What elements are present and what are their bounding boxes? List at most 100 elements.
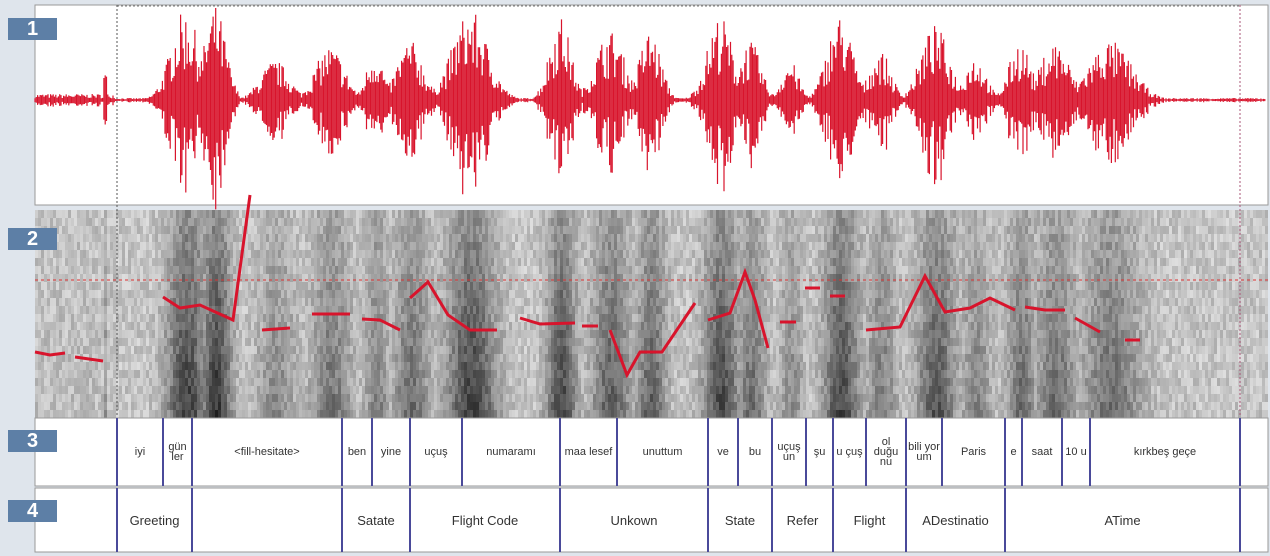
- spectrogram-cell: [65, 410, 68, 418]
- spectrogram-cell: [332, 234, 335, 242]
- spectrogram-cell: [170, 378, 173, 386]
- spectrogram-cell: [545, 218, 548, 226]
- spectrogram-cell: [74, 242, 77, 250]
- spectrogram-cell: [161, 226, 164, 234]
- spectrogram-cell: [170, 386, 173, 394]
- spectrogram-cell: [320, 322, 323, 330]
- spectrogram-cell: [524, 282, 527, 290]
- spectrogram-cell: [434, 298, 437, 306]
- spectrogram-cell: [452, 410, 455, 418]
- spectrogram-cell: [263, 314, 266, 322]
- spectrogram-cell: [65, 250, 68, 258]
- spectrogram-cell: [62, 394, 65, 402]
- spectrogram-cell: [317, 362, 320, 370]
- spectrogram-cell: [437, 410, 440, 418]
- spectrogram-cell: [269, 218, 272, 226]
- spectrogram-cell: [215, 354, 218, 362]
- spectrogram-cell: [134, 218, 137, 226]
- spectrogram-cell: [371, 242, 374, 250]
- spectrogram-cell: [590, 410, 593, 418]
- spectrogram-cell: [353, 298, 356, 306]
- spectrogram-cell: [530, 306, 533, 314]
- spectrogram-cell: [62, 242, 65, 250]
- spectrogram-cell: [428, 370, 431, 378]
- spectrogram-cell: [251, 314, 254, 322]
- spectrogram-cell: [476, 250, 479, 258]
- spectrogram-cell: [164, 250, 167, 258]
- spectrogram-cell: [89, 306, 92, 314]
- spectrogram-cell: [203, 362, 206, 370]
- spectrogram-cell: [206, 330, 209, 338]
- spectrogram-cell: [497, 266, 500, 274]
- spectrogram-cell: [494, 250, 497, 258]
- spectrogram-cell: [521, 354, 524, 362]
- spectrogram-cell: [488, 242, 491, 250]
- spectrogram-cell: [608, 218, 611, 226]
- spectrogram-cell: [500, 282, 503, 290]
- spectrogram-cell: [440, 354, 443, 362]
- spectrogram-cell: [230, 290, 233, 298]
- spectrogram-cell: [206, 290, 209, 298]
- spectrogram-cell: [374, 210, 377, 218]
- spectrogram-cell: [140, 242, 143, 250]
- spectrogram-cell: [209, 266, 212, 274]
- spectrogram-cell: [170, 314, 173, 322]
- spectrogram-cell: [167, 410, 170, 418]
- spectrogram-cell: [302, 218, 305, 226]
- spectrogram-cell: [164, 346, 167, 354]
- spectrogram-cell: [44, 258, 47, 266]
- spectrogram-cell: [59, 282, 62, 290]
- spectrogram-cell: [221, 330, 224, 338]
- spectrogram-cell: [104, 338, 107, 346]
- spectrogram-cell: [551, 386, 554, 394]
- spectrogram-cell: [209, 386, 212, 394]
- spectrogram-cell: [404, 218, 407, 226]
- spectrogram-cell: [146, 290, 149, 298]
- spectrogram-cell: [473, 346, 476, 354]
- spectrogram-cell: [158, 346, 161, 354]
- spectrogram-cell: [125, 354, 128, 362]
- spectrogram-cell: [185, 266, 188, 274]
- spectrogram-cell: [95, 258, 98, 266]
- spectrogram-cell: [329, 362, 332, 370]
- spectrogram-cell: [290, 322, 293, 330]
- spectrogram-cell: [305, 218, 308, 226]
- spectrogram-cell: [260, 274, 263, 282]
- spectrogram-cell: [368, 330, 371, 338]
- spectrogram-cell: [146, 298, 149, 306]
- spectrogram-cell: [596, 250, 599, 258]
- spectrogram-cell: [206, 338, 209, 346]
- spectrogram-cell: [566, 282, 569, 290]
- spectrogram-cell: [326, 362, 329, 370]
- spectrogram-cell: [515, 242, 518, 250]
- spectrogram-cell: [236, 362, 239, 370]
- spectrogram-cell: [53, 290, 56, 298]
- spectrogram-cell: [413, 346, 416, 354]
- spectrogram-cell: [497, 258, 500, 266]
- spectrogram-cell: [602, 402, 605, 410]
- spectrogram-cell: [158, 402, 161, 410]
- spectrogram-cell: [185, 258, 188, 266]
- spectrogram-cell: [128, 282, 131, 290]
- spectrogram-cell: [608, 234, 611, 242]
- spectrogram-cell: [419, 354, 422, 362]
- spectrogram-cell: [239, 226, 242, 234]
- spectrogram-cell: [416, 402, 419, 410]
- spectrogram-cell: [263, 354, 266, 362]
- spectrogram-cell: [485, 282, 488, 290]
- spectrogram-cell: [41, 282, 44, 290]
- spectrogram-cell: [455, 410, 458, 418]
- spectrogram-cell: [374, 242, 377, 250]
- spectrogram-cell: [110, 346, 113, 354]
- spectrogram-cell: [521, 322, 524, 330]
- spectrogram-cell: [356, 242, 359, 250]
- spectrogram-cell: [224, 234, 227, 242]
- spectrogram-cell: [269, 362, 272, 370]
- spectrogram-cell: [485, 410, 488, 418]
- spectrogram-cell: [503, 378, 506, 386]
- spectrogram-cell: [203, 282, 206, 290]
- spectrogram-cell: [83, 338, 86, 346]
- spectrogram-cell: [308, 378, 311, 386]
- spectrogram-cell: [197, 354, 200, 362]
- spectrogram-cell: [194, 410, 197, 418]
